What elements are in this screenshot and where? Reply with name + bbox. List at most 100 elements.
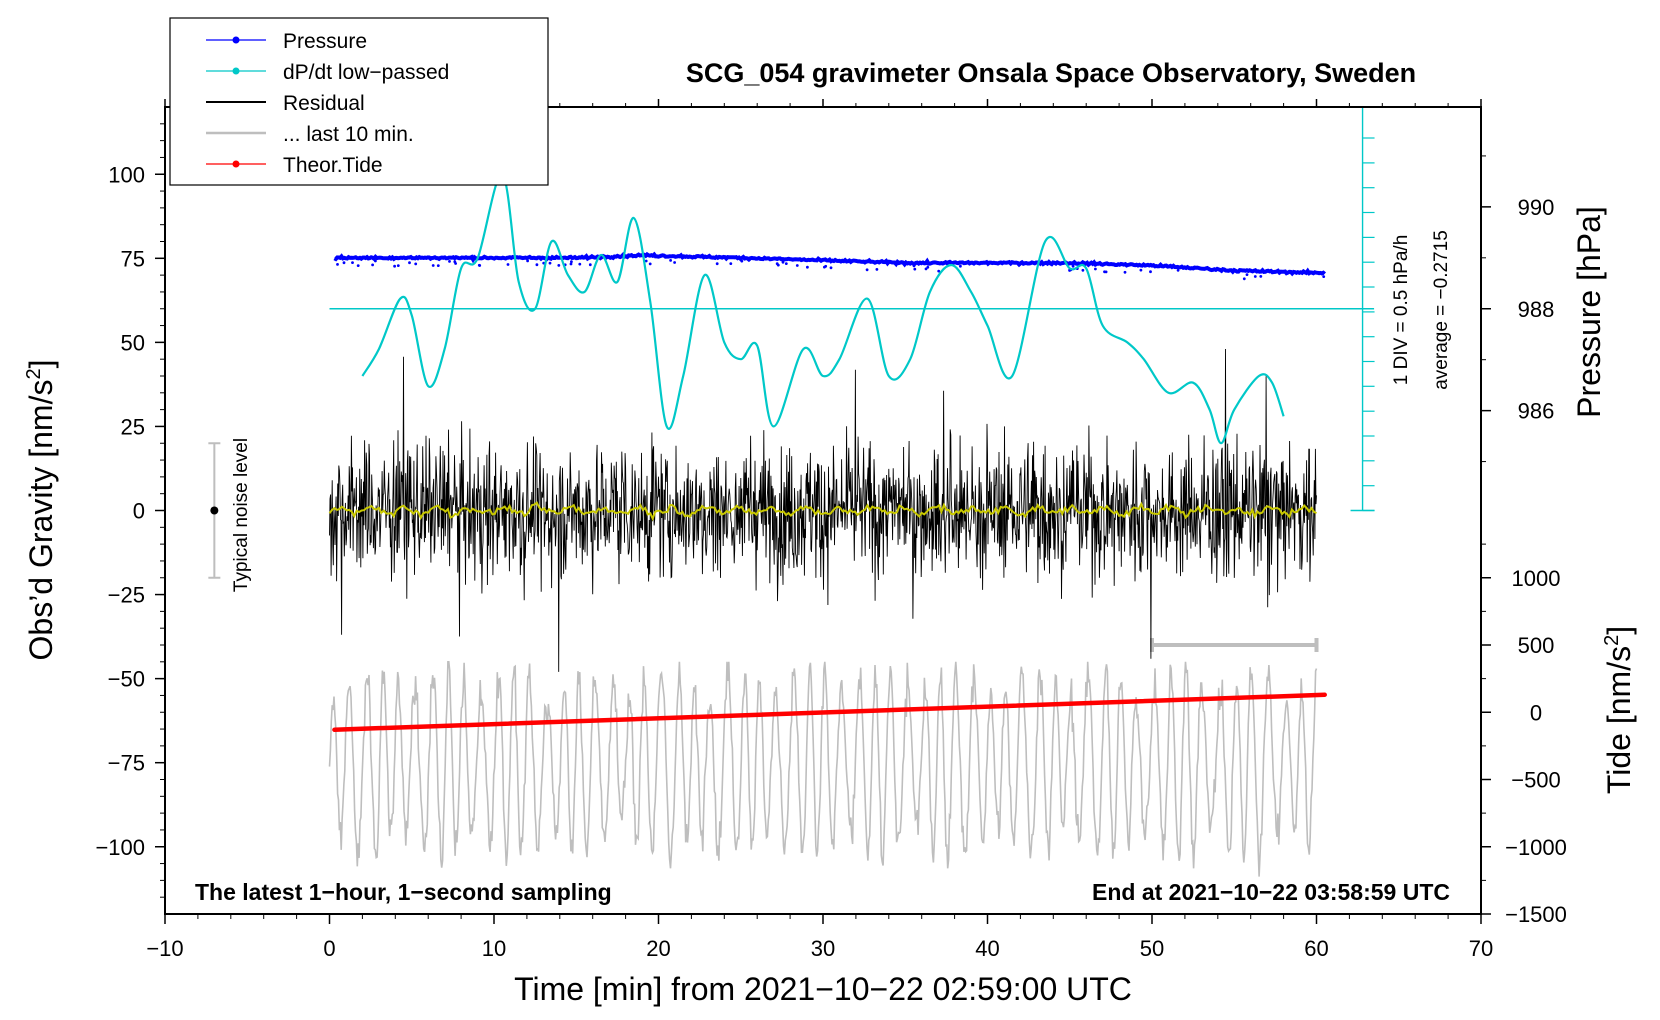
pressure-outlier <box>342 261 346 265</box>
x-tick-label: 60 <box>1304 936 1328 961</box>
pressure-outlier <box>436 264 440 267</box>
pressure-outlier <box>673 261 676 264</box>
tide-tick-label: 500 <box>1518 633 1555 658</box>
chart-title: SCG_054 gravimeter Onsala Space Observat… <box>686 58 1416 88</box>
y-axis-tide-title-sup: 2 <box>1601 635 1623 646</box>
pressure-outlier <box>937 269 941 273</box>
pressure-outlier <box>776 263 780 267</box>
pressure-outlier <box>371 263 374 267</box>
pressure-outlier <box>396 264 400 267</box>
pressure-outlier <box>336 263 339 266</box>
tide-tick-label: −1500 <box>1505 902 1567 927</box>
y-axis-left-title-main: Obs’d Gravity [nm/s <box>23 380 59 661</box>
noise-bar-center <box>210 506 219 515</box>
tide-tick-label: −500 <box>1511 768 1561 793</box>
y-tick-label: −100 <box>95 835 145 860</box>
pressure-outlier <box>408 261 411 265</box>
pressure-outlier <box>374 259 377 263</box>
pressure-outlier <box>1245 273 1249 276</box>
theor-tide-line <box>332 692 1327 732</box>
pressure-outlier <box>506 263 510 266</box>
pressure-tick-label: 988 <box>1518 297 1555 322</box>
pressure-outlier <box>1176 268 1180 272</box>
legend: Pressure dP/dt low−passed Residual ... l… <box>169 17 549 186</box>
pressure-tick-label: 990 <box>1518 195 1555 220</box>
pressure-line <box>333 251 1327 277</box>
pressure-tick-label: 986 <box>1518 399 1555 424</box>
noise-level-label: Typical noise level <box>231 438 252 592</box>
pressure-outlier <box>477 263 481 267</box>
x-tick-label: 20 <box>646 936 670 961</box>
y-axis-left-title: Obs’d Gravity [nm/s2] <box>23 360 59 661</box>
pressure-outlier <box>865 268 869 272</box>
theor-tide-series <box>332 692 1327 732</box>
pressure-outlier <box>1149 270 1152 274</box>
pressure-outlier <box>1104 270 1108 274</box>
y-axis-tide-title-end: ] <box>1601 626 1637 635</box>
y-axis-tide-title: Tide [nm/s2] <box>1601 626 1637 794</box>
pressure-outlier <box>454 262 457 265</box>
pressure-outlier <box>414 262 418 266</box>
pressure-outlier <box>431 264 435 267</box>
y-tick-label: 75 <box>121 246 145 271</box>
pressure-outlier <box>729 262 733 265</box>
pressure-outlier <box>1081 268 1085 272</box>
pressure-outlier <box>924 267 928 271</box>
dpdt-div-label: 1 DIV = 0.5 hPa/h <box>1391 235 1412 386</box>
pressure-outlier <box>535 263 539 267</box>
tide-tick-label: 1000 <box>1512 566 1561 591</box>
x-tick-label: 0 <box>323 936 335 961</box>
legend-label-tide: Theor.Tide <box>283 154 383 177</box>
pressure-outlier <box>1253 275 1257 278</box>
pressure-outlier <box>393 264 396 268</box>
legend-label-last10: ... last 10 min. <box>283 123 414 146</box>
pressure-outlier <box>448 260 451 263</box>
pressure-outlier <box>1242 277 1246 281</box>
pressure-outlier <box>351 261 354 264</box>
pressure-outlier <box>1071 264 1075 268</box>
pressure-outlier <box>1123 270 1127 274</box>
x-tick-label: −10 <box>146 936 183 961</box>
pressure-outlier <box>578 262 582 266</box>
legend-label-residual: Residual <box>283 92 365 115</box>
y-tick-label: −25 <box>108 583 145 608</box>
tide-tick-label: 0 <box>1530 700 1542 725</box>
x-tick-label: 40 <box>975 936 999 961</box>
pressure-outlier <box>824 264 828 268</box>
legend-marker-dpdt <box>232 67 240 75</box>
x-axis-title: Time [min] from 2021−10−22 02:59:00 UTC <box>514 971 1132 1007</box>
x-tick-label: 10 <box>482 936 506 961</box>
chart-extras <box>208 442 221 579</box>
pressure-outlier <box>784 262 788 265</box>
pressure-outlier <box>781 260 785 264</box>
pressure-series <box>333 251 1327 281</box>
pressure-outlier <box>875 268 879 271</box>
y-tick-label: −50 <box>108 667 145 692</box>
last-10-min-series <box>328 638 1319 877</box>
pressure-outlier <box>570 260 573 264</box>
y-tick-label: 25 <box>121 414 145 439</box>
pressure-outlier <box>1322 275 1326 278</box>
y-axis-pressure-title: Pressure [hPa] <box>1571 206 1607 418</box>
pressure-outlier <box>644 259 648 263</box>
pressure-outlier <box>913 267 917 271</box>
y-tick-label: −75 <box>108 751 145 776</box>
pressure-outlier <box>356 264 360 267</box>
residual-smoothed-series <box>328 501 1317 522</box>
legend-marker-pressure <box>232 36 240 44</box>
pressure-outlier <box>715 262 719 266</box>
pressure-outlier <box>1094 267 1097 271</box>
y-tick-label: 50 <box>121 330 145 355</box>
pressure-outlier <box>912 264 916 268</box>
annotation-bottom-right: End at 2021−10−22 03:58:59 UTC <box>1092 879 1450 905</box>
pressure-outlier <box>1259 275 1263 278</box>
pressure-outlier <box>806 265 809 269</box>
x-tick-label: 70 <box>1469 936 1493 961</box>
tide-tick-label: −1000 <box>1505 835 1567 860</box>
y-axis-left-title-end: ] <box>23 360 59 369</box>
x-tick-label: 30 <box>811 936 835 961</box>
pressure-outlier <box>669 259 672 262</box>
pressure-outlier <box>959 264 962 268</box>
residual-line <box>329 348 1317 672</box>
